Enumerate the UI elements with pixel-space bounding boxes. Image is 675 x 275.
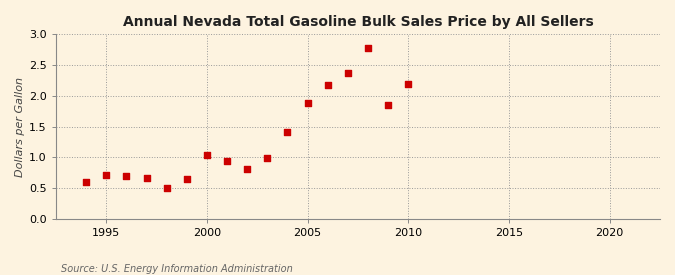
Point: [403, 82, 414, 86]
Y-axis label: Dollars per Gallon: Dollars per Gallon: [15, 77, 25, 177]
Title: Annual Nevada Total Gasoline Bulk Sales Price by All Sellers: Annual Nevada Total Gasoline Bulk Sales …: [123, 15, 593, 29]
Point: [141, 176, 152, 181]
Point: [161, 186, 172, 190]
Point: [323, 82, 333, 87]
Point: [262, 156, 273, 160]
Point: [342, 71, 353, 75]
Point: [383, 103, 394, 107]
Text: Source: U.S. Energy Information Administration: Source: U.S. Energy Information Administ…: [61, 264, 292, 274]
Point: [221, 159, 232, 163]
Point: [81, 180, 92, 184]
Point: [302, 101, 313, 106]
Point: [182, 177, 192, 181]
Point: [282, 130, 293, 134]
Point: [362, 46, 373, 51]
Point: [101, 172, 111, 177]
Point: [242, 166, 252, 171]
Point: [121, 174, 132, 178]
Point: [202, 153, 213, 157]
